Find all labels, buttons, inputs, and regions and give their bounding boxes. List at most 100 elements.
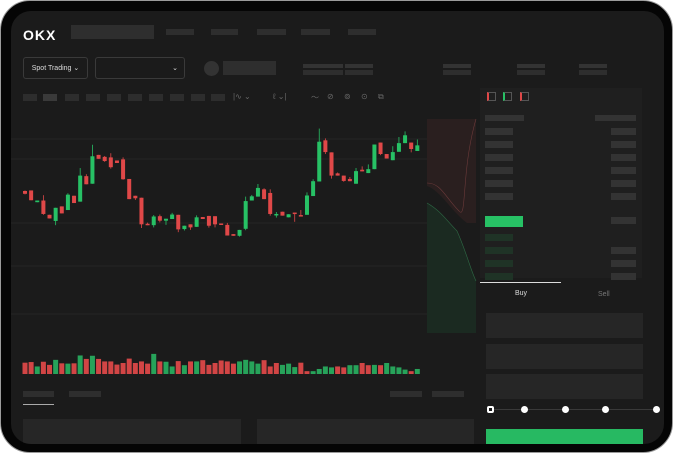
nav-item[interactable] bbox=[348, 29, 376, 35]
candle-up bbox=[396, 143, 401, 152]
fullscreen-icon[interactable]: ⧉ bbox=[378, 92, 384, 101]
tab-sell[interactable]: Sell bbox=[598, 291, 610, 298]
draw-tool-icon[interactable]: ⊘ bbox=[327, 92, 334, 101]
volume-bar bbox=[108, 361, 114, 374]
nav-item[interactable] bbox=[166, 29, 194, 35]
line-tool-icon[interactable]: 〜 bbox=[311, 93, 319, 102]
amount-input[interactable] bbox=[486, 344, 643, 369]
volume-bar bbox=[89, 355, 95, 374]
bid-price[interactable] bbox=[485, 260, 513, 267]
timeframe-button[interactable] bbox=[128, 94, 142, 101]
candle-up bbox=[415, 145, 420, 151]
volume-bar bbox=[34, 366, 40, 374]
depth-bids-line bbox=[426, 202, 477, 282]
volume-bar bbox=[390, 366, 396, 374]
volume-bar bbox=[77, 355, 83, 374]
pair-dropdown[interactable]: ⌄ bbox=[95, 57, 185, 79]
tab-buy[interactable]: Buy bbox=[515, 290, 528, 297]
volume-bar bbox=[114, 364, 120, 374]
amount-slider-track[interactable] bbox=[491, 409, 656, 410]
candle-up bbox=[255, 187, 260, 197]
candle-down bbox=[176, 214, 181, 230]
candle-down bbox=[341, 175, 346, 181]
settings-icon[interactable]: ⊚ bbox=[344, 92, 351, 101]
candle-down bbox=[409, 142, 414, 149]
volume-bar bbox=[200, 360, 206, 374]
slider-mark-25[interactable] bbox=[521, 406, 528, 413]
candle-down bbox=[114, 160, 119, 163]
timeframe-button[interactable] bbox=[23, 94, 37, 101]
volume-bar bbox=[365, 365, 371, 374]
slider-handle[interactable] bbox=[487, 406, 494, 413]
candle-down bbox=[262, 189, 267, 200]
volume-bar bbox=[316, 368, 322, 374]
candle-down bbox=[225, 224, 230, 236]
candlestick-chart[interactable] bbox=[11, 111, 481, 386]
book-both-icon[interactable] bbox=[487, 92, 496, 101]
filter-button[interactable] bbox=[432, 391, 464, 397]
timeframe-button[interactable] bbox=[211, 94, 225, 101]
candle-up bbox=[194, 217, 199, 227]
timeframe-button[interactable] bbox=[43, 94, 57, 101]
volume-bar bbox=[310, 371, 316, 374]
volume-bar bbox=[138, 361, 144, 374]
volume-bar bbox=[40, 361, 46, 374]
candle-down bbox=[41, 200, 46, 214]
indicator-icon[interactable]: ℓ ⌄| bbox=[273, 92, 287, 101]
ask-price[interactable] bbox=[485, 180, 513, 187]
reset-icon[interactable]: ⊙ bbox=[361, 92, 368, 101]
volume-bar bbox=[322, 366, 328, 374]
volume-bar bbox=[65, 363, 71, 374]
timeframe-button[interactable] bbox=[191, 94, 205, 101]
tab-order-history[interactable] bbox=[69, 391, 101, 397]
nav-item[interactable] bbox=[301, 29, 330, 35]
timeframe-button[interactable] bbox=[65, 94, 79, 101]
stat-label bbox=[517, 64, 545, 68]
spot-trading-button[interactable]: Spot Trading ⌄ bbox=[23, 57, 88, 79]
volume-bar bbox=[414, 368, 420, 374]
ask-price[interactable] bbox=[485, 193, 513, 200]
price-input[interactable] bbox=[486, 313, 643, 338]
candle-up bbox=[65, 194, 70, 211]
filter-button[interactable] bbox=[390, 391, 422, 397]
candle-up bbox=[403, 135, 408, 144]
volume-bar bbox=[261, 360, 267, 374]
candle-type-icon[interactable]: |∿ ⌄ bbox=[233, 92, 251, 101]
nav-item[interactable] bbox=[211, 29, 238, 35]
bid-price[interactable] bbox=[485, 234, 513, 241]
candle-up bbox=[53, 207, 58, 221]
nav-item[interactable] bbox=[257, 29, 286, 35]
slider-mark-50[interactable] bbox=[562, 406, 569, 413]
timeframe-button[interactable] bbox=[107, 94, 121, 101]
volume-bar bbox=[126, 358, 132, 374]
candle-down bbox=[145, 223, 150, 226]
ask-price[interactable] bbox=[485, 154, 513, 161]
book-asks-icon[interactable] bbox=[520, 92, 529, 101]
ask-price[interactable] bbox=[485, 141, 513, 148]
total-input[interactable] bbox=[486, 374, 643, 399]
volume-bar bbox=[329, 367, 334, 374]
bid-price[interactable] bbox=[485, 247, 513, 254]
volume-bar bbox=[378, 365, 384, 374]
search-bar[interactable] bbox=[71, 25, 154, 39]
stat-label bbox=[303, 64, 343, 68]
buy-button[interactable] bbox=[486, 429, 643, 444]
slider-mark-75[interactable] bbox=[602, 406, 609, 413]
chevron-down-icon: ⌄ bbox=[73, 65, 80, 72]
bid-amount bbox=[611, 247, 636, 254]
ask-price[interactable] bbox=[485, 128, 513, 135]
tab-open-orders[interactable] bbox=[23, 391, 54, 397]
slider-mark-100[interactable] bbox=[653, 406, 660, 413]
candle-down bbox=[200, 217, 205, 219]
ask-price[interactable] bbox=[485, 167, 513, 174]
timeframe-button[interactable] bbox=[149, 94, 163, 101]
ask-amount bbox=[611, 180, 636, 187]
timeframe-button[interactable] bbox=[86, 94, 100, 101]
book-bids-icon[interactable] bbox=[503, 92, 512, 101]
tab-indicator bbox=[23, 404, 54, 405]
bid-price[interactable] bbox=[485, 273, 513, 280]
ask-amount bbox=[611, 167, 636, 174]
timeframe-button[interactable] bbox=[170, 94, 184, 101]
volume-bar bbox=[175, 361, 181, 374]
volume-bar bbox=[218, 360, 224, 374]
